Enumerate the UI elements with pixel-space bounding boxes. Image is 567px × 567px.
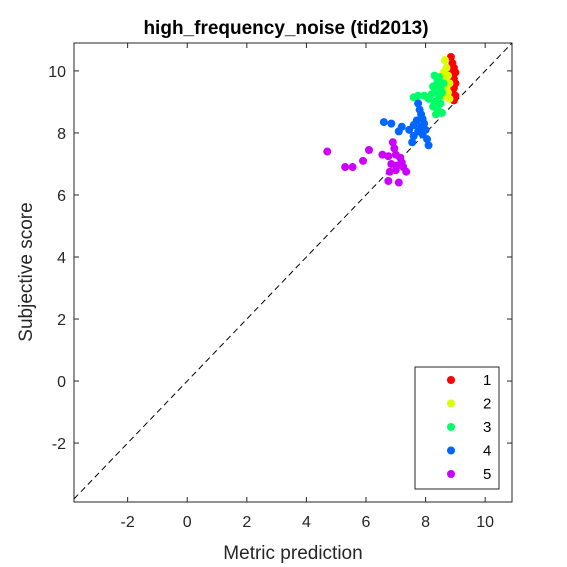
data-point-series-4 (379, 118, 388, 127)
data-point-series-2 (445, 94, 454, 103)
x-tick-label: 2 (242, 514, 251, 531)
legend-box (414, 366, 500, 490)
x-tick-label: 4 (302, 514, 311, 531)
legend: 1 2 3 4 5 (414, 366, 500, 490)
data-point-series-5 (394, 178, 403, 187)
data-point-series-4 (409, 132, 418, 141)
data-point-series-5 (384, 152, 393, 161)
y-tick-label: -2 (52, 436, 66, 453)
legend-label-4: 4 (483, 443, 491, 460)
data-point-series-5 (359, 156, 368, 165)
data-point-series-5 (390, 144, 399, 153)
data-point-series-2 (442, 73, 451, 82)
data-point-series-4 (394, 127, 403, 136)
x-tick-label: 8 (421, 514, 430, 531)
y-tick-label: 8 (57, 126, 66, 143)
x-tick-label: 0 (183, 514, 192, 531)
data-point-series-5 (348, 163, 357, 172)
y-tick-label: 6 (57, 188, 66, 205)
data-point-series-5 (399, 163, 408, 172)
data-point-series-3 (436, 99, 445, 108)
y-axis-label: Subjective score (16, 202, 37, 341)
data-point-series-4 (423, 135, 432, 144)
legend-label-3: 3 (483, 419, 491, 436)
data-point-series-3 (420, 91, 429, 100)
legend-marker-3 (447, 423, 455, 431)
data-point-series-3 (432, 110, 441, 119)
axes-box (73, 42, 513, 503)
y-tick-label: 2 (57, 312, 66, 329)
data-point-series-5 (387, 159, 396, 168)
data-point-series-5 (323, 147, 332, 156)
identity-reference-line (73, 42, 513, 500)
data-point-series-4 (414, 99, 423, 108)
data-point-series-3 (409, 93, 418, 102)
legend-label-1: 1 (483, 372, 491, 389)
data-point-series-5 (388, 138, 397, 147)
data-point-series-5 (341, 163, 350, 172)
data-point-series-4 (387, 119, 396, 128)
legend-marker-5 (447, 470, 455, 478)
legend-label-5: 5 (483, 466, 491, 483)
y-tick-label: 10 (48, 64, 66, 81)
legend-marker-1 (447, 376, 455, 384)
data-point-series-5 (364, 145, 373, 154)
legend-marker-4 (447, 446, 455, 455)
data-point-series-5 (385, 167, 394, 176)
plot-area: -2 0 2 4 6 8 10 -2 0 2 4 6 8 10 (48, 42, 513, 531)
data-point-series-5 (384, 177, 393, 186)
x-tick-label: 10 (476, 514, 494, 531)
x-axis-label: Metric prediction (223, 543, 362, 564)
data-point-series-1 (446, 52, 455, 61)
x-tick-label: -2 (121, 514, 135, 531)
data-point-series-4 (408, 138, 417, 147)
y-tick-label: 0 (57, 374, 66, 391)
y-tick-label: 4 (57, 250, 66, 267)
data-point-series-2 (440, 56, 449, 65)
chart-title: high_frequency_noise (tid2013) (143, 18, 428, 39)
legend-label-2: 2 (483, 396, 491, 413)
x-tick-label: 6 (362, 514, 371, 531)
legend-marker-2 (447, 399, 455, 408)
data-point-series-4 (424, 141, 433, 150)
data-point-series-4 (405, 125, 414, 134)
